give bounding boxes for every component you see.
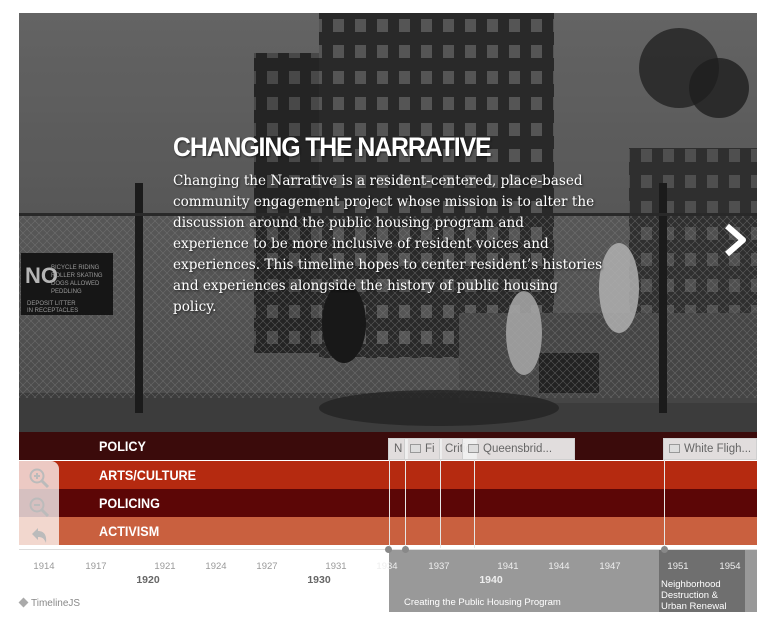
era-label[interactable]: Creating the Public Housing Program (404, 597, 561, 608)
axis-dot (661, 546, 668, 553)
axis-tick: 1944 (548, 561, 570, 572)
sign-text: BICYCLE RIDING (51, 265, 100, 271)
era-label-line: Destruction & (661, 590, 719, 601)
axis-major-tick: 1940 (479, 574, 503, 586)
era-label[interactable]: Neighborhood Destruction & Urban Renewal (661, 579, 726, 612)
axis-tick: 1951 (667, 561, 689, 572)
slide-title: CHANGING THE NARRATIVE (173, 132, 492, 162)
marker-label: Queensbrid... (483, 443, 553, 455)
image-icon (468, 444, 479, 453)
axis-tick: 1927 (256, 561, 278, 572)
band-label: ARTS/CULTURE (99, 467, 197, 483)
band-arts-culture: ARTS/CULTURE (19, 461, 757, 489)
timeline-nav: POLICY ARTS/CULTURE POLICING ACTIVISM N … (19, 432, 757, 612)
marker-label: White Fligh... (684, 443, 752, 455)
diamond-icon (18, 597, 29, 608)
axis-tick: 1947 (599, 561, 621, 572)
slide-body: Changing the Narrative is a resident-cen… (173, 173, 603, 315)
sign-text: NO (25, 263, 58, 288)
band-activism: ACTIVISM (19, 517, 757, 545)
sign-text: DEPOSIT LITTER (27, 301, 76, 307)
axis-tick: 1937 (428, 561, 450, 572)
zoom-controls (19, 461, 59, 553)
axis-tick: 1924 (205, 561, 227, 572)
back-arrow-icon[interactable] (28, 525, 50, 547)
time-axis: 1914 1917 1921 1924 1927 1931 1934 1937 … (19, 546, 757, 612)
band-label: POLICING (99, 495, 160, 511)
axis-dot (385, 546, 392, 553)
marker-line (405, 460, 406, 548)
sign-text: DOGS ALLOWED (51, 281, 100, 287)
axis-tick: 1921 (154, 561, 176, 572)
sign-text: ROLLER SKATING (51, 273, 103, 279)
axis-tick: 1931 (325, 561, 347, 572)
era-label-line: Urban Renewal (661, 601, 727, 612)
image-icon (410, 444, 421, 453)
axis-tick: 1917 (85, 561, 107, 572)
era-region (659, 549, 745, 612)
chevron-right-icon[interactable] (723, 223, 749, 257)
zoom-out-icon[interactable] (28, 496, 50, 518)
marker-label: N (394, 443, 403, 455)
era-label-line: Neighborhood (661, 579, 721, 590)
attribution-label: TimelineJS (31, 598, 81, 609)
band-label: ACTIVISM (99, 523, 160, 539)
band-label: POLICY (99, 438, 146, 454)
band-policing: POLICING (19, 489, 757, 517)
timeline-marker[interactable]: Queensbrid... (462, 438, 575, 460)
timeline-marker[interactable]: Fi (404, 438, 442, 460)
marker-line (664, 460, 665, 548)
marker-line (440, 460, 441, 548)
axis-major-tick: 1930 (307, 574, 331, 586)
sign-text: IN RECEPTACLES (27, 308, 78, 314)
image-icon (669, 444, 680, 453)
axis-dot (402, 546, 409, 553)
axis-tick: 1954 (719, 561, 741, 572)
axis-major-tick: 1920 (136, 574, 160, 586)
slide-hero: NO BICYCLE RIDING ROLLER SKATING DOGS AL… (19, 13, 757, 432)
marker-label: Fi (425, 443, 435, 455)
axis-tick: 1941 (497, 561, 519, 572)
slide-text-block: CHANGING THE NARRATIVE Changing the Narr… (173, 131, 603, 318)
timeline-marker[interactable]: White Fligh... (663, 438, 757, 460)
axis-tick: 1934 (376, 561, 398, 572)
background-photo: NO BICYCLE RIDING ROLLER SKATING DOGS AL… (19, 13, 757, 432)
sign-text: PEDDLING (51, 289, 82, 295)
marker-line (389, 460, 390, 548)
zoom-in-icon[interactable] (28, 467, 50, 489)
attribution[interactable]: TimelineJS (18, 597, 81, 609)
axis-tick: 1914 (33, 561, 55, 572)
marker-line (474, 460, 475, 548)
